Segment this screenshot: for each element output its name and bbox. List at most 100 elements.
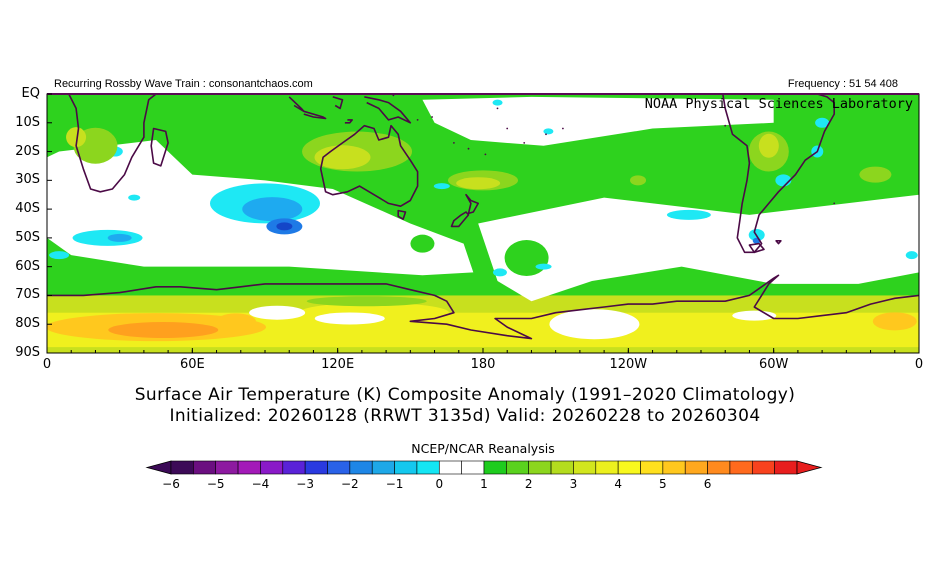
island-dot	[523, 142, 526, 144]
field-patch	[504, 240, 549, 277]
anomaly-field	[47, 94, 919, 353]
field-patch	[666, 209, 711, 220]
colorbar-swatch	[595, 460, 619, 475]
field-patch	[630, 175, 647, 186]
colorbar-swatch	[662, 460, 686, 475]
tasmania-coast	[397, 209, 407, 220]
field-shapes	[47, 94, 919, 353]
field-patch	[66, 127, 87, 148]
colorbar-swatch	[349, 460, 373, 475]
colorbar-label: 0	[435, 477, 444, 491]
field-patch	[314, 312, 385, 325]
field-patch	[410, 234, 435, 253]
island-dot	[545, 133, 547, 136]
colorbar-swatch	[528, 460, 552, 475]
colorbar-over-arrow	[796, 460, 823, 475]
colorbar-swatch	[506, 460, 530, 475]
colorbar-swatch	[438, 460, 462, 475]
field-patch	[859, 166, 892, 183]
field-patch	[422, 96, 774, 146]
field-patch	[549, 309, 640, 340]
sulawesi-coast	[332, 96, 344, 110]
south-america-coast	[722, 94, 835, 254]
lon-label: 60E	[179, 357, 205, 372]
colorbar-swatch	[237, 460, 261, 475]
timor-coast	[344, 119, 353, 124]
field-patch	[242, 197, 303, 222]
colorbar-swatch	[573, 460, 597, 475]
field-patch	[128, 194, 141, 201]
colorbar-title: NCEP/NCAR Reanalysis	[411, 441, 555, 456]
colorbar-swatch	[461, 460, 485, 475]
field-patch	[456, 177, 501, 190]
island-dot	[416, 119, 419, 121]
island-dot	[724, 124, 727, 127]
chart-title-line1: Surface Air Temperature (K) Composite An…	[134, 385, 796, 405]
java-coast	[303, 110, 327, 120]
colorbar-swatch	[483, 460, 507, 475]
lat-label: 90S	[15, 345, 40, 360]
sumatra-coast	[288, 96, 305, 113]
field-patch	[478, 194, 919, 302]
field-patch	[249, 305, 306, 320]
colorbar-swatch	[327, 460, 351, 475]
field-patch	[314, 145, 371, 170]
colorbar-swatch	[394, 460, 418, 475]
colorbar-swatch	[640, 460, 664, 475]
colorbar-label: −3	[296, 477, 314, 491]
lat-label: 40S	[15, 201, 40, 217]
island-dot	[431, 116, 433, 118]
madagascar-coast	[150, 127, 169, 167]
colorbar-label: 5	[659, 477, 667, 491]
field-patch	[107, 233, 132, 242]
colorbar-swatch	[215, 460, 239, 475]
coast-group	[47, 94, 919, 340]
colorbar-swatch	[684, 460, 708, 475]
lat-label: 10S	[15, 114, 40, 130]
lat-label: 30S	[15, 172, 40, 188]
colorbar-label: −2	[340, 477, 359, 491]
coastlines	[47, 94, 919, 340]
lon-label: 120W	[609, 357, 648, 372]
colorbar-swatch	[550, 460, 574, 475]
colorbar-swatch	[729, 460, 753, 475]
field-patch	[758, 133, 779, 158]
island-dot	[453, 142, 455, 144]
tierra-del-fuego-coast	[748, 242, 765, 254]
field-patch	[72, 229, 143, 246]
lat-label: 80S	[15, 316, 40, 332]
island-dot	[496, 107, 499, 110]
lon-label: 120E	[321, 357, 355, 372]
lon-label: 0	[914, 357, 924, 372]
colorbar-label: 1	[480, 477, 488, 491]
colorbar-swatch	[170, 460, 194, 475]
island-dot	[562, 127, 564, 130]
nz-north-coast	[465, 193, 479, 215]
colorbar-swatch	[774, 460, 798, 475]
colorbar	[145, 460, 823, 475]
island-dot	[506, 127, 509, 130]
colorbar-label: −4	[251, 477, 270, 491]
field-patch	[215, 313, 256, 330]
field-patch	[306, 296, 427, 307]
field-patch	[543, 128, 554, 135]
axis-ticks	[46, 93, 920, 354]
lon-label: 180	[470, 357, 496, 372]
island-dot	[467, 147, 470, 150]
chart-title-line2: Initialized: 20260128 (RRWT 3135d) Valid…	[169, 406, 761, 426]
colorbar-swatch	[193, 460, 217, 475]
lat-label: 60S	[15, 258, 40, 274]
lat-label: 70S	[15, 287, 40, 303]
colorbar-label: −1	[385, 477, 404, 491]
colorbar-swatch	[282, 460, 306, 475]
header-frequency-label: Frequency : 51 54 408	[787, 78, 898, 90]
lon-label: 60W	[758, 357, 789, 372]
falklands-coast	[775, 240, 782, 245]
colorbar-label: 6	[703, 477, 712, 491]
colorbar-swatch	[707, 460, 731, 475]
new-guinea-coast	[364, 96, 412, 124]
field-patch	[492, 99, 503, 106]
header-left-label: Recurring Rossby Wave Train : consonantc…	[54, 78, 313, 90]
field-patch	[49, 251, 70, 260]
